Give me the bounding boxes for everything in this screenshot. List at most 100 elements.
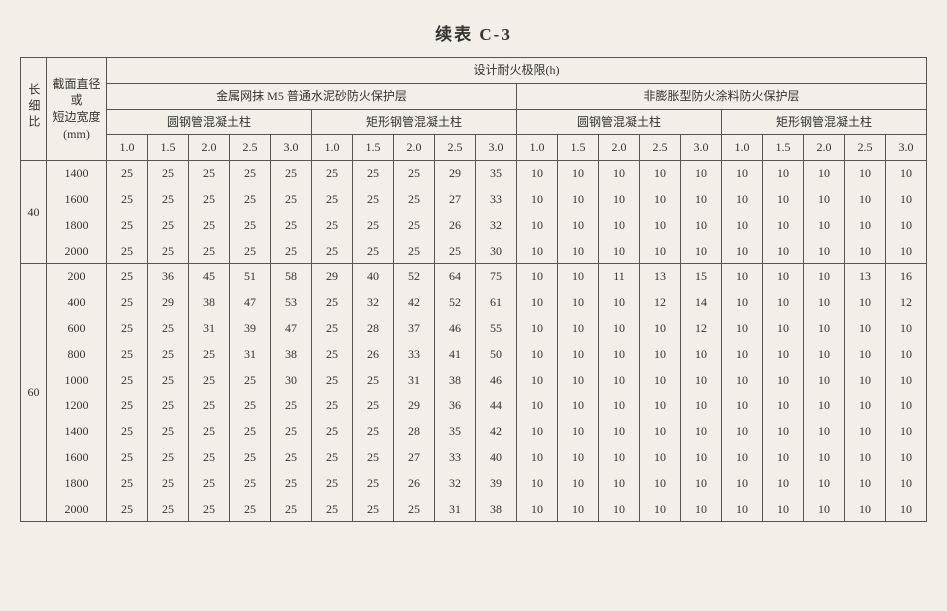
value-cell: 25: [353, 238, 394, 264]
value-cell: 38: [476, 496, 517, 522]
value-cell: 10: [763, 212, 804, 238]
value-cell: 25: [189, 496, 230, 522]
value-cell: 38: [271, 341, 312, 367]
value-cell: 25: [230, 496, 271, 522]
table-title: 续表 C-3: [20, 20, 927, 45]
value-cell: 29: [312, 264, 353, 290]
dimension-cell: 1400: [47, 419, 107, 445]
value-cell: 10: [599, 470, 640, 496]
value-cell: 25: [312, 419, 353, 445]
header-duration: 1.5: [558, 135, 599, 161]
value-cell: 10: [886, 341, 927, 367]
value-cell: 10: [845, 238, 886, 264]
value-cell: 10: [517, 367, 558, 393]
value-cell: 10: [558, 470, 599, 496]
value-cell: 10: [558, 186, 599, 212]
header-duration: 1.5: [763, 135, 804, 161]
dimension-cell: 400: [47, 290, 107, 316]
value-cell: 25: [189, 341, 230, 367]
value-cell: 33: [435, 444, 476, 470]
value-cell: 10: [722, 393, 763, 419]
value-cell: 10: [599, 315, 640, 341]
value-cell: 12: [640, 290, 681, 316]
value-cell: 32: [476, 212, 517, 238]
value-cell: 25: [230, 367, 271, 393]
value-cell: 25: [107, 341, 148, 367]
value-cell: 25: [312, 186, 353, 212]
value-cell: 25: [148, 315, 189, 341]
value-cell: 10: [640, 238, 681, 264]
value-cell: 25: [353, 393, 394, 419]
value-cell: 10: [599, 161, 640, 187]
table-row: 1400252525252525252835421010101010101010…: [21, 419, 927, 445]
value-cell: 14: [681, 290, 722, 316]
value-cell: 10: [599, 186, 640, 212]
value-cell: 10: [681, 444, 722, 470]
table-row: 4002529384753253242526110101012141010101…: [21, 290, 927, 316]
header-duration: 2.0: [189, 135, 230, 161]
value-cell: 10: [804, 212, 845, 238]
value-cell: 25: [312, 315, 353, 341]
dimension-cell: 200: [47, 264, 107, 290]
value-cell: 10: [763, 444, 804, 470]
value-cell: 10: [640, 186, 681, 212]
value-cell: 25: [271, 161, 312, 187]
value-cell: 10: [763, 186, 804, 212]
value-cell: 10: [517, 290, 558, 316]
value-cell: 10: [804, 444, 845, 470]
value-cell: 33: [394, 341, 435, 367]
value-cell: 25: [394, 238, 435, 264]
value-cell: 10: [517, 186, 558, 212]
header-duration: 2.5: [845, 135, 886, 161]
value-cell: 25: [107, 212, 148, 238]
value-cell: 25: [271, 470, 312, 496]
value-cell: 10: [517, 419, 558, 445]
value-cell: 33: [476, 186, 517, 212]
header-dim-line: 短边宽度: [49, 109, 104, 126]
value-cell: 26: [435, 212, 476, 238]
value-cell: 35: [476, 161, 517, 187]
value-cell: 10: [845, 393, 886, 419]
value-cell: 10: [845, 470, 886, 496]
value-cell: 25: [148, 393, 189, 419]
ratio-cell: 60: [21, 264, 47, 522]
value-cell: 10: [886, 470, 927, 496]
value-cell: 10: [558, 341, 599, 367]
value-cell: 10: [804, 341, 845, 367]
value-cell: 25: [107, 315, 148, 341]
value-cell: 27: [435, 186, 476, 212]
value-cell: 10: [722, 470, 763, 496]
value-cell: 13: [640, 264, 681, 290]
value-cell: 25: [107, 264, 148, 290]
value-cell: 25: [353, 186, 394, 212]
value-cell: 25: [189, 161, 230, 187]
header-sub-b1: 矩形钢管混凝土柱: [312, 109, 517, 135]
table-body: 4014002525252525252525293510101010101010…: [21, 161, 927, 522]
value-cell: 10: [886, 367, 927, 393]
header-ratio-text: 长细比: [25, 83, 42, 131]
header-sub-a2: 圆钢管混凝土柱: [517, 109, 722, 135]
value-cell: 10: [722, 315, 763, 341]
value-cell: 25: [312, 341, 353, 367]
header-duration: 2.0: [394, 135, 435, 161]
value-cell: 10: [599, 212, 640, 238]
table-row: 4014002525252525252525293510101010101010…: [21, 161, 927, 187]
value-cell: 10: [681, 393, 722, 419]
value-cell: 12: [886, 290, 927, 316]
table-row: 1800252525252525252526321010101010101010…: [21, 212, 927, 238]
header-duration: 3.0: [886, 135, 927, 161]
value-cell: 25: [107, 419, 148, 445]
value-cell: 10: [763, 367, 804, 393]
value-cell: 10: [763, 315, 804, 341]
value-cell: 10: [558, 367, 599, 393]
value-cell: 25: [189, 470, 230, 496]
value-cell: 10: [722, 264, 763, 290]
value-cell: 10: [845, 186, 886, 212]
value-cell: 10: [804, 419, 845, 445]
value-cell: 10: [640, 161, 681, 187]
value-cell: 27: [394, 444, 435, 470]
value-cell: 10: [722, 186, 763, 212]
table-row: 2000252525252525252525301010101010101010…: [21, 238, 927, 264]
value-cell: 47: [230, 290, 271, 316]
value-cell: 31: [230, 341, 271, 367]
